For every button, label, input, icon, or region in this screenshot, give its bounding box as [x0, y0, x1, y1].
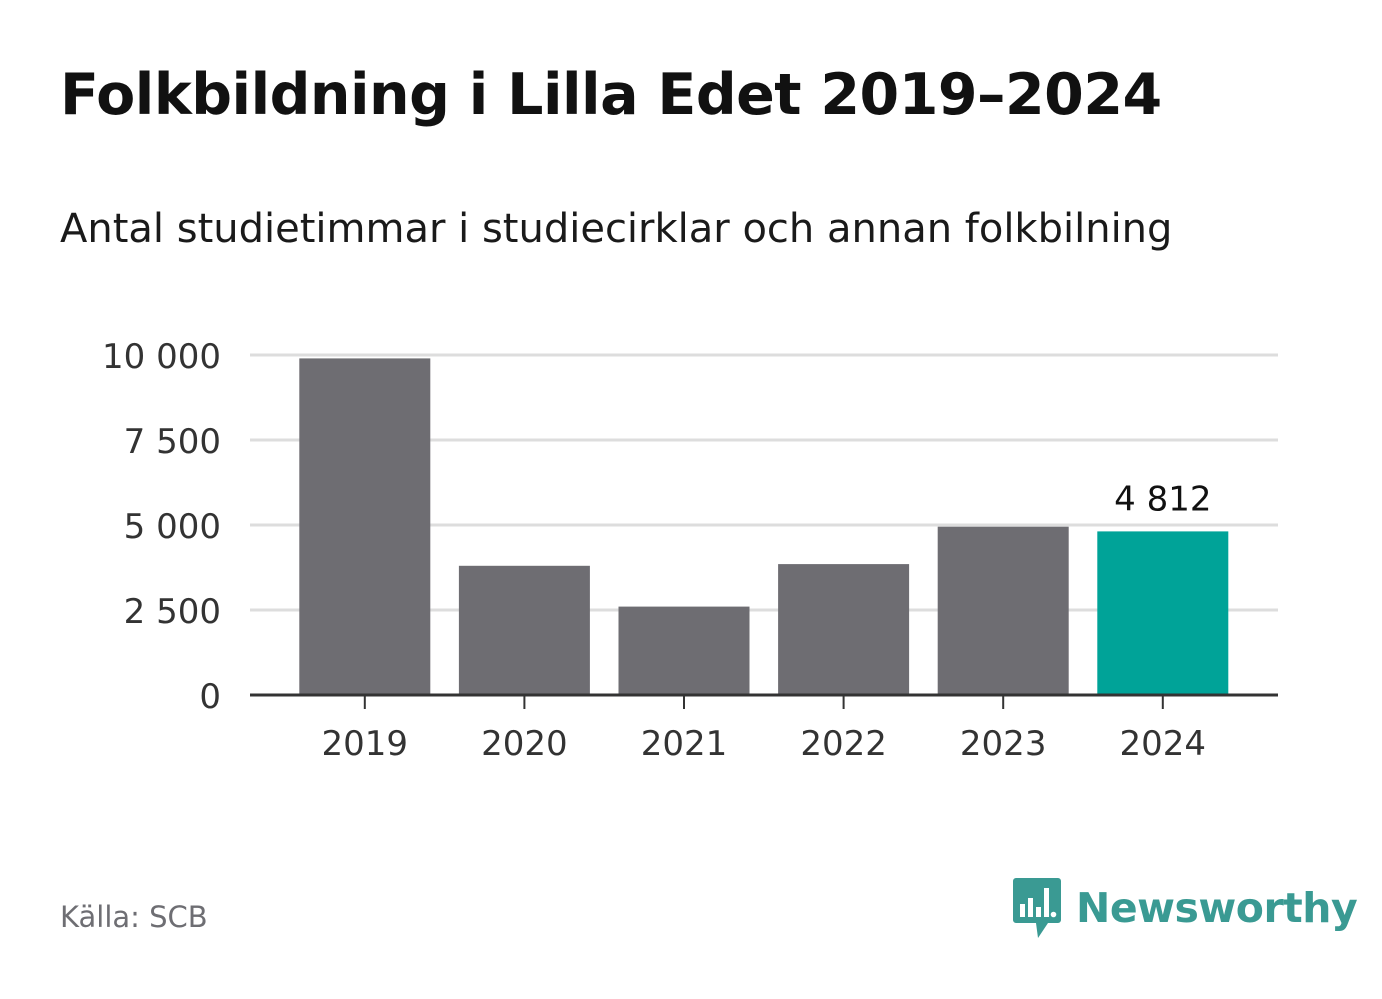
bar-2023	[937, 526, 1069, 695]
y-tick-label: 5 000	[124, 507, 221, 547]
x-tick-label: 2019	[322, 724, 409, 764]
newsworthy-logo-icon	[1013, 878, 1061, 938]
x-tick-labels: 2019 2020 2021 2022 2023 2024	[322, 724, 1207, 764]
x-tick-label: 2022	[800, 724, 887, 764]
brand-logo: Newsworthy	[1012, 876, 1358, 940]
x-tick-label: 2023	[960, 724, 1047, 764]
bar-2024	[1097, 531, 1229, 695]
y-tick-label: 2 500	[124, 592, 221, 632]
chart-title: Folkbildning i Lilla Edet 2019–2024	[60, 62, 1162, 128]
chart-subtitle: Antal studietimmar i studiecirklar och a…	[60, 206, 1173, 252]
y-tick-label: 10 000	[102, 337, 221, 377]
y-tick-label: 7 500	[124, 422, 221, 462]
x-tick-label: 2024	[1120, 724, 1207, 764]
x-axis	[250, 693, 1278, 709]
bar-2021	[618, 606, 750, 695]
x-tick-label: 2020	[481, 724, 568, 764]
bar-2022	[778, 564, 910, 695]
x-tick-label: 2021	[641, 724, 728, 764]
data-labels: 4 812	[1114, 479, 1211, 519]
brand-name: Newsworthy	[1076, 884, 1358, 932]
bar-2019	[299, 358, 431, 695]
source-note: Källa: SCB	[60, 900, 208, 934]
bar-2020	[458, 565, 590, 695]
y-tick-labels: 0 2 500 5 000 7 500 10 000	[102, 337, 221, 717]
y-tick-label: 0	[199, 677, 221, 717]
bars	[299, 358, 1229, 695]
data-label: 4 812	[1114, 479, 1211, 519]
